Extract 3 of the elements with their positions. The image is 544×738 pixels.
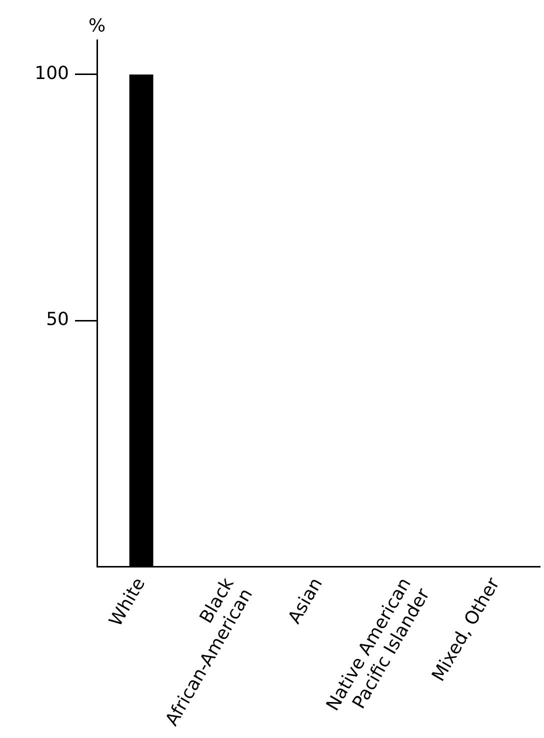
- y-tick-label: 100: [34, 63, 69, 84]
- y-axis-title: %: [88, 16, 106, 37]
- y-tick-label: 50: [46, 309, 69, 330]
